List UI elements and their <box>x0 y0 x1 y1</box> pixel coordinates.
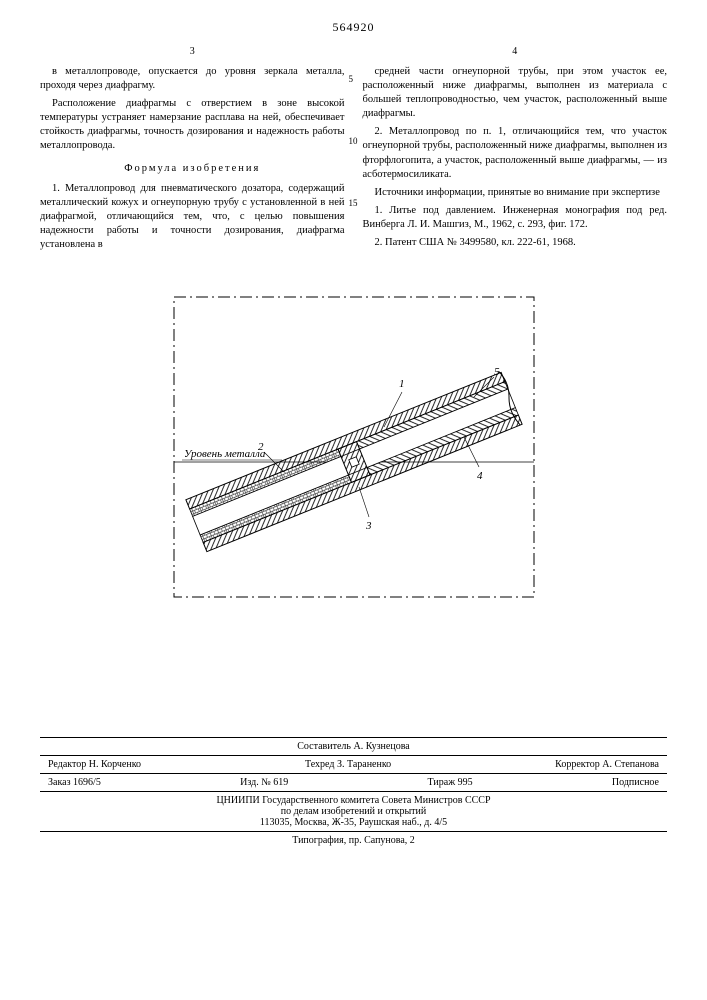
corrector: Корректор А. Степанова <box>555 759 659 770</box>
claim: 2. Металлопровод по п. 1, отличающийся т… <box>363 125 668 182</box>
footer: Составитель А. Кузнецова Редактор Н. Кор… <box>40 737 667 849</box>
editor: Редактор Н. Корченко <box>48 759 141 770</box>
sources-title: Источники информации, принятые во вниман… <box>363 186 668 200</box>
para: средней части огнеупорной трубы, при это… <box>363 65 668 122</box>
left-column: 3 в металлопроводе, опускается до уровня… <box>40 45 345 257</box>
typography: Типография, пр. Сапунова, 2 <box>40 832 667 849</box>
figure: Уровень металла <box>144 287 564 607</box>
figure-label: 5 <box>494 366 500 378</box>
izd: Изд. № 619 <box>240 777 288 788</box>
podpisnoe: Подписное <box>612 777 659 788</box>
credits-row: Редактор Н. Корченко Техред З. Тараненко… <box>40 756 667 774</box>
para: в металлопроводе, опускается до уровня з… <box>40 65 345 93</box>
composer-row: Составитель А. Кузнецова <box>40 738 667 756</box>
tech-editor: Техред З. Тараненко <box>305 759 391 770</box>
doc-number: 564920 <box>40 20 667 35</box>
left-col-number: 3 <box>40 45 345 59</box>
line-number: 10 <box>349 135 358 147</box>
print-row: Заказ 1696/5 Изд. № 619 Тираж 995 Подпис… <box>40 774 667 792</box>
order: Заказ 1696/5 <box>48 777 101 788</box>
right-col-number: 4 <box>363 45 668 59</box>
figure-caption: Уровень металла <box>184 448 266 460</box>
line-number: 15 <box>349 197 358 209</box>
formula-title: Формула изобретения <box>40 162 345 176</box>
figure-label: 1 <box>399 378 405 390</box>
source: 2. Патент США № 3499580, кл. 222-61, 196… <box>363 236 668 250</box>
address: 113035, Москва, Ж-35, Раушская наб., д. … <box>48 817 659 828</box>
figure-label: 3 <box>365 520 372 532</box>
figure-label: 4 <box>477 470 483 482</box>
tirazh: Тираж 995 <box>428 777 473 788</box>
para: Расположение диафрагмы с отверстием в зо… <box>40 97 345 154</box>
right-column: 4 5 10 15 средней части огнеупорной труб… <box>363 45 668 257</box>
claim: 1. Металлопровод для пневматического доз… <box>40 182 345 253</box>
line-number: 5 <box>349 73 354 85</box>
text-columns: 3 в металлопроводе, опускается до уровня… <box>40 45 667 257</box>
org2: по делам изобретений и открытий <box>48 806 659 817</box>
composer: Составитель А. Кузнецова <box>297 741 409 752</box>
figure-label: 2 <box>258 441 264 453</box>
source: 1. Литье под давлением. Инженерная моног… <box>363 204 668 232</box>
org-block: ЦНИИПИ Государственного комитета Совета … <box>40 792 667 832</box>
org1: ЦНИИПИ Государственного комитета Совета … <box>48 795 659 806</box>
